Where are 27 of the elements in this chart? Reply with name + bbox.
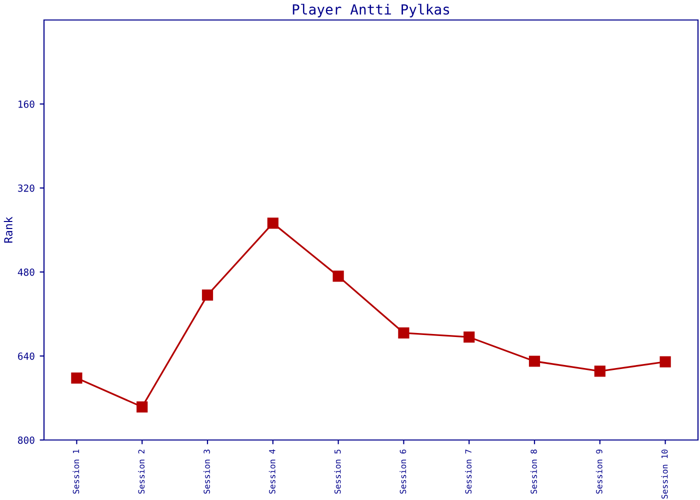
point bbox=[464, 332, 475, 343]
x-tick-label: Session 1 bbox=[72, 450, 80, 494]
x-tick-label: Session 7 bbox=[465, 450, 472, 494]
point bbox=[267, 218, 278, 229]
x-tick-label: Session 6 bbox=[400, 450, 406, 494]
y-tick-label: 800 bbox=[18, 436, 34, 444]
y-axis-title: Rank bbox=[4, 216, 12, 243]
point bbox=[332, 270, 344, 282]
point bbox=[594, 366, 606, 377]
point bbox=[71, 372, 82, 384]
point bbox=[202, 290, 214, 301]
point bbox=[660, 356, 671, 368]
y-tick-label: 640 bbox=[18, 352, 34, 360]
x-tick-label: Session 10 bbox=[661, 450, 668, 499]
y-tick-label: 320 bbox=[18, 184, 34, 192]
x-tick-label: Session 8 bbox=[530, 450, 537, 494]
x-tick-label: Session 3 bbox=[203, 450, 210, 494]
x-tick-label: Session 5 bbox=[334, 450, 341, 494]
point bbox=[528, 356, 540, 367]
x-tick-label: Session 2 bbox=[138, 450, 145, 494]
y-tick-label: 480 bbox=[18, 268, 34, 276]
y-tick-label: 160 bbox=[18, 100, 34, 108]
x-tick-label: Session 9 bbox=[596, 450, 602, 494]
point bbox=[136, 401, 148, 412]
chart-title: Player Antti Pylkas bbox=[292, 4, 450, 18]
x-tick-label: Session 4 bbox=[268, 449, 276, 494]
point bbox=[398, 327, 410, 338]
